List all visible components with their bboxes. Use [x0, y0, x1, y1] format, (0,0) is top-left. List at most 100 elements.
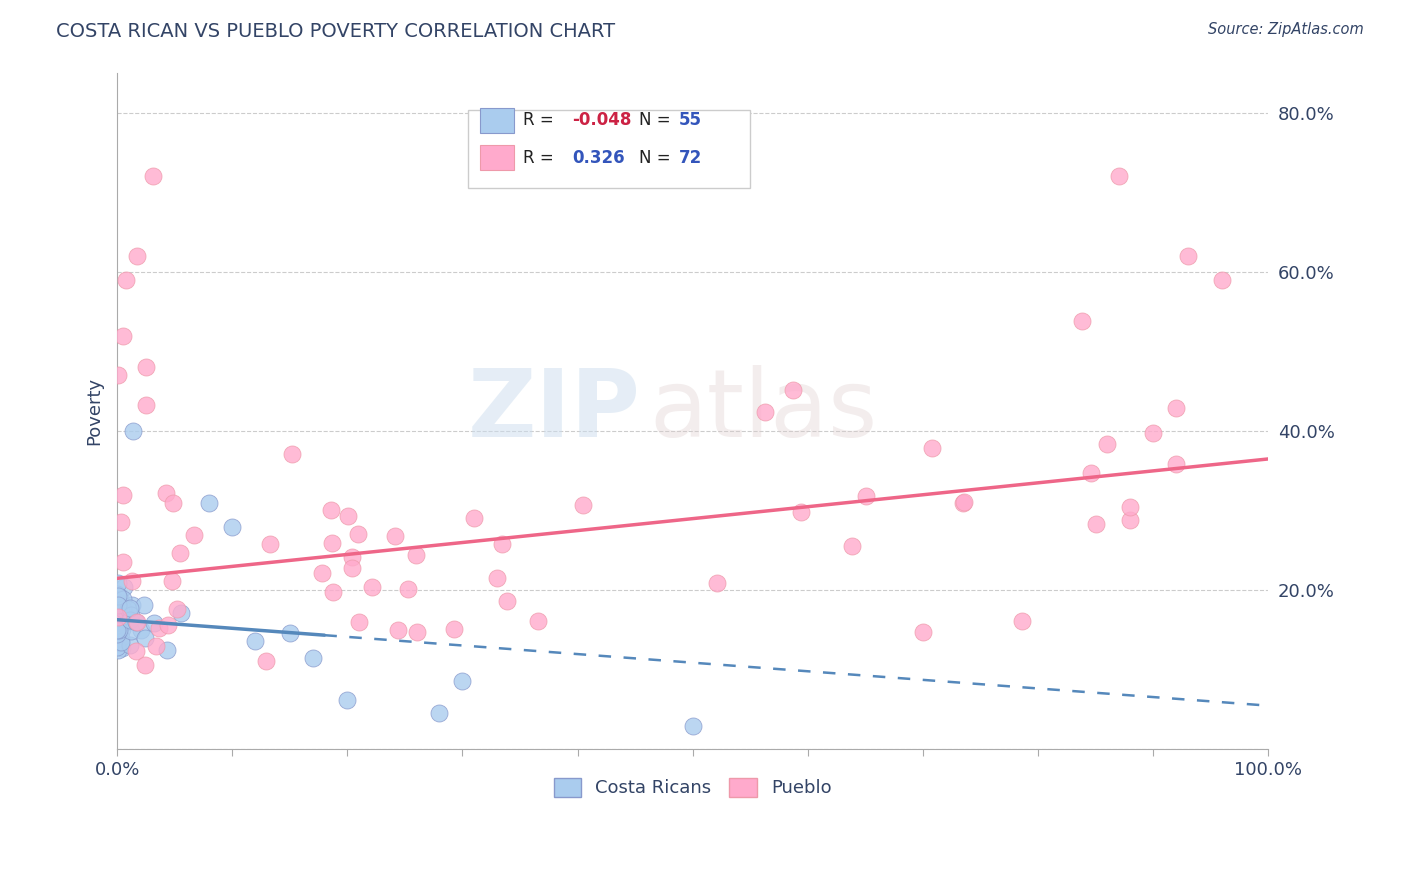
Point — [429, 706, 451, 720]
Point — [496, 594, 519, 608]
Point — [108, 614, 131, 628]
Point — [463, 511, 485, 525]
Point — [110, 631, 132, 645]
Point — [278, 626, 301, 640]
Point — [117, 614, 139, 628]
Point — [120, 613, 142, 627]
Point — [405, 624, 427, 639]
Point — [108, 623, 131, 637]
Point — [322, 585, 344, 599]
Point — [245, 634, 267, 648]
Point — [111, 602, 134, 616]
Point — [1177, 249, 1199, 263]
Point — [105, 587, 128, 601]
Point — [105, 640, 128, 654]
Point — [321, 536, 343, 550]
Point — [347, 615, 370, 630]
Point — [384, 529, 406, 543]
Legend: Costa Ricans, Pueblo: Costa Ricans, Pueblo — [547, 771, 839, 805]
Text: Source: ZipAtlas.com: Source: ZipAtlas.com — [1208, 22, 1364, 37]
Point — [107, 589, 129, 603]
Point — [198, 496, 221, 510]
Point — [108, 618, 131, 632]
Point — [953, 495, 976, 509]
Point — [321, 503, 343, 517]
Point — [451, 674, 474, 689]
Point — [302, 650, 325, 665]
Point — [120, 624, 142, 638]
Point — [105, 624, 128, 639]
Point — [1108, 169, 1130, 184]
Text: 55: 55 — [679, 112, 702, 129]
Point — [1070, 314, 1092, 328]
Point — [166, 602, 188, 616]
Point — [1119, 500, 1142, 514]
Point — [254, 654, 277, 668]
Point — [572, 498, 595, 512]
Point — [1011, 614, 1033, 628]
Point — [1095, 437, 1118, 451]
Point — [1119, 513, 1142, 527]
Text: 72: 72 — [679, 149, 702, 167]
Point — [921, 441, 943, 455]
Point — [311, 566, 333, 580]
Point — [112, 487, 135, 501]
Point — [148, 621, 170, 635]
Point — [142, 616, 165, 631]
Point — [110, 602, 132, 616]
Point — [169, 546, 191, 560]
Point — [782, 383, 804, 397]
Point — [1142, 426, 1164, 441]
Point — [107, 628, 129, 642]
Point — [682, 718, 704, 732]
Point — [135, 398, 157, 412]
Point — [155, 486, 177, 500]
Text: 0.326: 0.326 — [572, 149, 624, 167]
Point — [111, 641, 134, 656]
Point — [135, 360, 157, 375]
FancyBboxPatch shape — [468, 111, 751, 188]
Point — [121, 424, 143, 438]
Point — [162, 495, 184, 509]
Point — [485, 570, 508, 584]
Point — [1164, 457, 1187, 471]
Point — [105, 623, 128, 637]
Point — [110, 622, 132, 636]
Point — [108, 599, 131, 614]
Point — [346, 527, 368, 541]
Point — [259, 537, 281, 551]
Y-axis label: Poverty: Poverty — [86, 377, 103, 445]
Point — [387, 623, 409, 637]
Point — [107, 610, 129, 624]
Point — [340, 561, 363, 575]
Point — [142, 169, 165, 184]
Point — [121, 574, 143, 588]
Point — [124, 615, 146, 629]
Bar — [479, 145, 515, 169]
Point — [361, 580, 384, 594]
Text: R =: R = — [523, 112, 560, 129]
Point — [134, 657, 156, 672]
Text: ZIP: ZIP — [468, 365, 641, 458]
Point — [134, 598, 156, 612]
Point — [120, 607, 142, 622]
Point — [396, 582, 419, 597]
Text: -0.048: -0.048 — [572, 112, 631, 129]
Point — [170, 606, 193, 620]
Text: N =: N = — [638, 149, 675, 167]
Point — [110, 614, 132, 628]
Point — [107, 368, 129, 383]
Point — [105, 623, 128, 637]
Point — [110, 516, 132, 530]
Point — [145, 639, 167, 653]
Point — [527, 614, 550, 628]
Point — [336, 693, 359, 707]
Point — [115, 273, 138, 287]
Text: R =: R = — [523, 149, 560, 167]
Point — [160, 574, 183, 589]
Point — [108, 596, 131, 610]
Point — [125, 644, 148, 658]
Point — [127, 249, 149, 263]
Point — [1211, 273, 1233, 287]
Text: atlas: atlas — [650, 365, 877, 458]
